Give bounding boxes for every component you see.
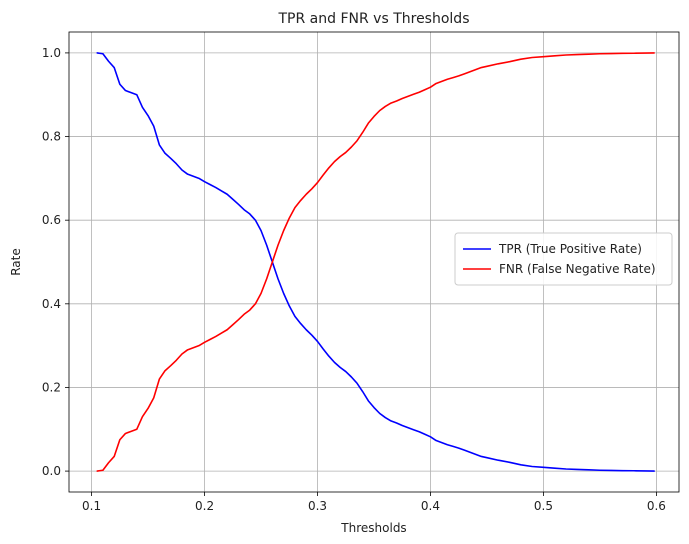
y-tick-label: 0.4 [42, 297, 61, 311]
x-axis-title: Thresholds [340, 521, 406, 535]
series-line-fnr [96, 52, 655, 472]
x-axis: 0.1 0.2 0.3 0.4 0.5 0.6 [82, 492, 666, 513]
y-axis: 0.0 0.2 0.4 0.6 0.8 1.0 [42, 46, 69, 478]
x-tick-label: 0.1 [82, 499, 101, 513]
x-tick-label: 0.5 [534, 499, 553, 513]
x-tick-label: 0.6 [647, 499, 666, 513]
legend-box [454, 232, 673, 286]
y-tick-label: 0.2 [42, 380, 61, 394]
y-tick-label: 0.0 [42, 464, 61, 478]
chart-title: TPR and FNR vs Thresholds [278, 11, 470, 27]
y-tick-label: 0.8 [42, 130, 61, 144]
legend-label: TPR (True Positive Rate) [498, 242, 642, 256]
x-tick-label: 0.4 [421, 499, 440, 513]
legend: TPR (True Positive Rate) FNR (False Negat… [454, 232, 673, 286]
series-line-tpr [96, 52, 655, 472]
y-tick-label: 1.0 [42, 46, 61, 60]
plot-frame [68, 31, 680, 493]
legend-label: FNR (False Negative Rate) [499, 262, 656, 276]
y-axis-title: Rate [9, 248, 23, 276]
series-layer [96, 52, 655, 472]
y-tick-label: 0.6 [42, 213, 61, 227]
x-tick-label: 0.3 [308, 499, 327, 513]
x-tick-label: 0.2 [195, 499, 214, 513]
